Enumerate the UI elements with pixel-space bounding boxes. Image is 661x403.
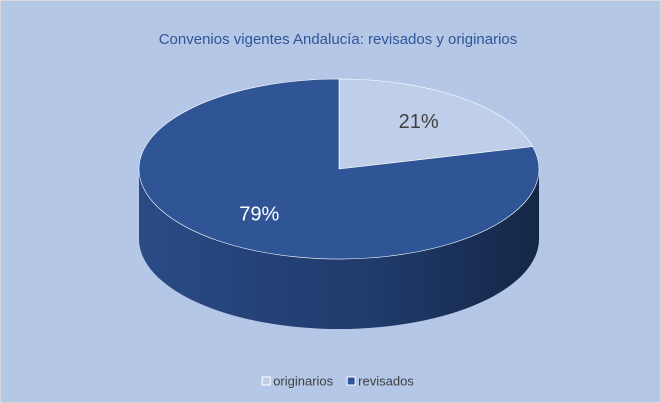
slice xyxy=(338,78,534,170)
chart-title: Convenios vigentes Andalucía: revisados … xyxy=(159,31,518,48)
legend-label: revisados xyxy=(358,373,414,388)
legend-label: originarios xyxy=(273,373,333,388)
legend-swatch xyxy=(261,376,271,386)
legend-swatch xyxy=(346,376,356,386)
slice xyxy=(138,78,540,260)
slice-side xyxy=(139,169,539,329)
data-label: 79% xyxy=(239,204,279,226)
data-label: 21% xyxy=(399,111,439,133)
